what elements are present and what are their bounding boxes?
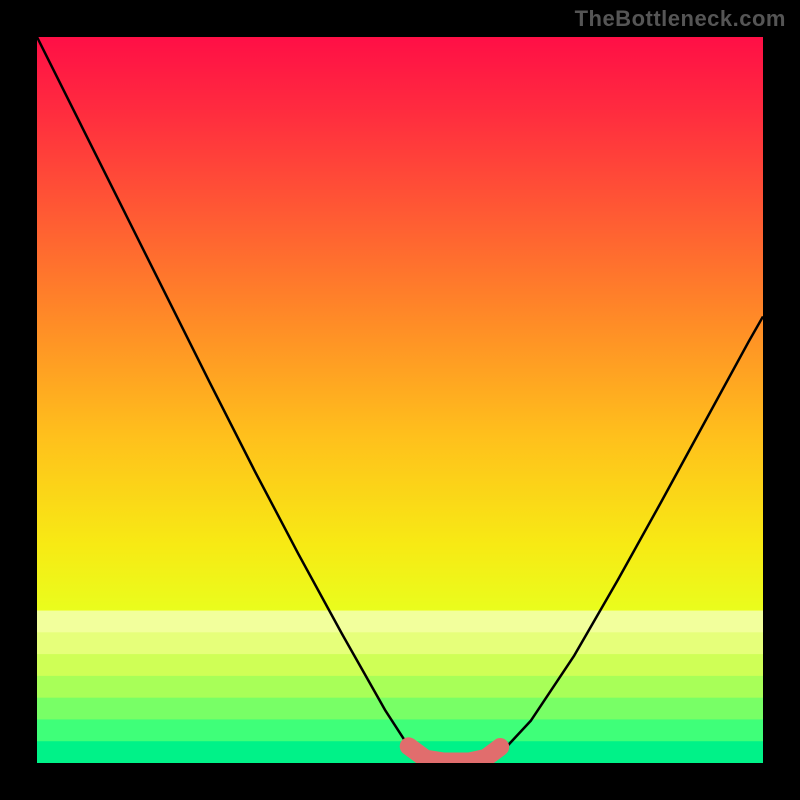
- watermark-text: TheBottleneck.com: [575, 6, 786, 32]
- outer-frame: TheBottleneck.com: [0, 0, 800, 800]
- chart-canvas: [37, 37, 763, 763]
- bottom-bands: [37, 611, 763, 763]
- plot-area: [37, 37, 763, 763]
